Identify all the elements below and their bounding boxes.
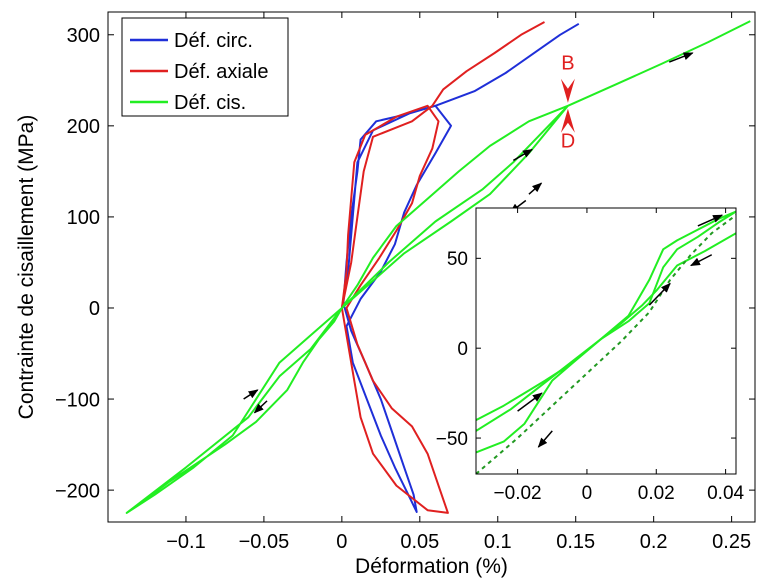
main-direction-arrow <box>668 52 694 63</box>
inset-series-line-0 <box>476 210 736 454</box>
main-x-tick-label: 0 <box>336 531 347 553</box>
main-y-tick-label: −200 <box>55 480 100 502</box>
legend-entry-2: Déf. cis. <box>174 92 246 114</box>
y-axis-label: Contrainte de cisaillement (MPa) <box>15 115 38 420</box>
main-y-tick-label: −100 <box>55 389 100 411</box>
main-annotation-label: B <box>561 52 574 74</box>
inset-y-tick-label: 0 <box>457 339 468 360</box>
main-y-tick-label: 300 <box>67 25 100 47</box>
main-y-tick-label: 0 <box>89 298 100 320</box>
main-x-tick-label: −0.1 <box>166 531 205 553</box>
point-b-marker <box>560 78 575 103</box>
main-x-tick-label: 0.2 <box>640 531 668 553</box>
x-axis-label: Déformation (%) <box>355 555 508 578</box>
main-annotation-label: D <box>561 131 575 153</box>
inset-data-layer <box>476 210 736 474</box>
main-x-tick-label: 0.15 <box>556 531 595 553</box>
main-data-layer <box>125 20 751 514</box>
legend-entry-1: Déf. axiale <box>174 61 269 83</box>
main-x-tick-label: 0.1 <box>484 531 512 553</box>
inset-direction-arrow <box>537 430 553 448</box>
main-x-tick-label: −0.05 <box>239 531 290 553</box>
main-y-tick-label: 100 <box>67 207 100 229</box>
main-series-line-0 <box>340 22 580 513</box>
inset-x-tick-label: −0.02 <box>494 483 542 504</box>
main-axes-frame <box>107 11 756 523</box>
inset-direction-arrow <box>697 214 724 227</box>
main-direction-arrow <box>253 400 268 414</box>
inset-y-tick-label: 50 <box>447 249 468 270</box>
main-x-tick-label: 0.05 <box>400 531 439 553</box>
inset-axes-frame <box>475 207 737 475</box>
inset-y-tick-label: −50 <box>436 429 468 450</box>
main-series-line-1 <box>340 21 545 514</box>
inset-series-line-2 <box>476 214 736 474</box>
inset-x-tick-label: 0.02 <box>638 483 675 504</box>
inset-series-line-1 <box>476 232 736 432</box>
main-direction-arrow <box>512 148 533 162</box>
inset-direction-arrow <box>517 392 543 412</box>
point-d-marker <box>560 108 575 133</box>
main-series-line-2 <box>125 20 751 514</box>
main-direction-arrow <box>528 182 543 195</box>
inset-panel: −0.02 0 0.02 0.04 −50 0 50 <box>436 207 745 504</box>
main-y-tick-label: 200 <box>67 116 100 138</box>
inset-direction-arrow <box>690 254 713 267</box>
main-direction-arrow <box>243 389 259 400</box>
inset-x-tick-label: 0.04 <box>707 483 744 504</box>
legend: Déf. circ. Déf. axiale Déf. cis. <box>121 17 289 117</box>
legend-box <box>121 17 289 117</box>
main-x-tick-label: 0.25 <box>712 531 751 553</box>
legend-entry-0: Déf. circ. <box>174 30 253 52</box>
inset-direction-arrow <box>648 282 671 306</box>
inset-plot-area <box>476 208 736 474</box>
inset-x-tick-label: 0 <box>582 483 593 504</box>
